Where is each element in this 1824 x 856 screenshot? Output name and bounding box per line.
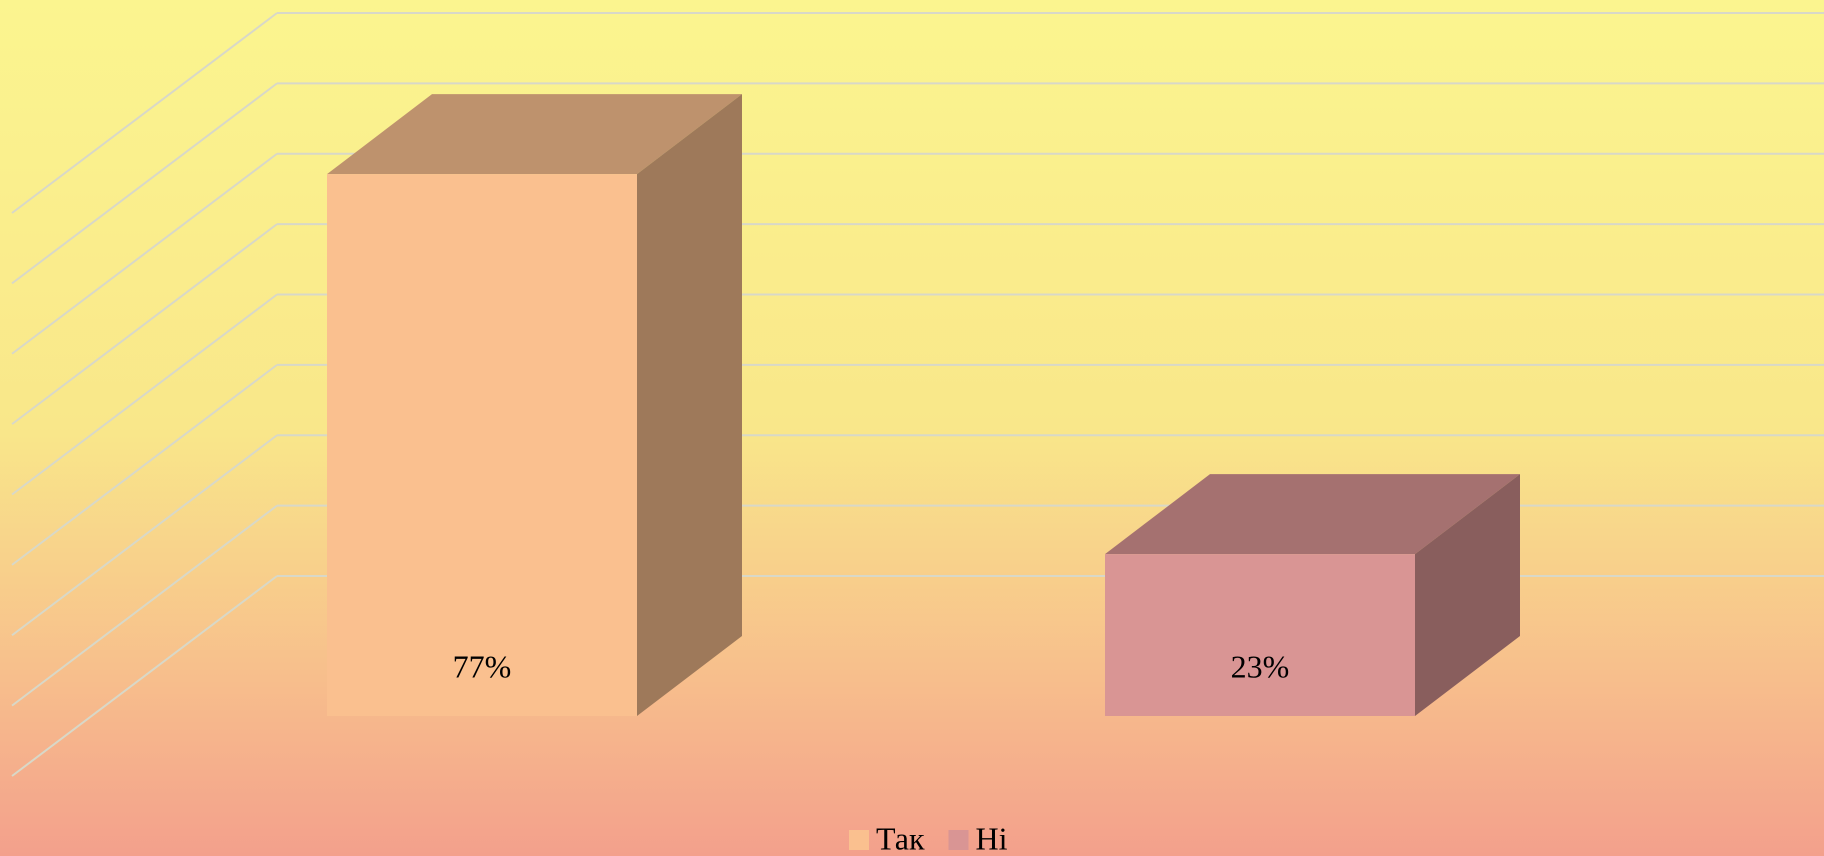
bar [327,174,637,716]
data-label: 23% [1231,648,1290,684]
chart: 77% 23% Так Ні [0,0,1824,856]
bar [1105,554,1415,716]
data-label: 77% [453,648,512,684]
legend-label: Так [876,820,925,856]
legend-label: Ні [976,820,1008,856]
bar-side [637,94,742,716]
background [0,0,1824,856]
legend-swatch [849,830,869,850]
legend-swatch [949,830,969,850]
